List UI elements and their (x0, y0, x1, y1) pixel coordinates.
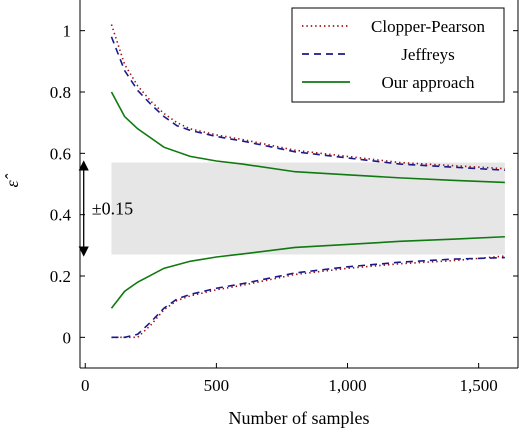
legend-label-0: Clopper-Pearson (371, 17, 485, 36)
axes-layer: 0 500 1,000 1,500 0 0.2 0.4 0.6 0.8 1 (50, 0, 519, 395)
band-layer (111, 162, 505, 255)
series-2-upper-line (110, 91, 505, 184)
series-layer (110, 24, 505, 339)
x-axis-label: Number of samples (229, 408, 370, 428)
y-tick-label: 1 (63, 22, 72, 41)
legend-box (291, 7, 505, 103)
series-2-lower-line (110, 235, 505, 309)
annotation-layer: ±0.15 (78, 160, 133, 257)
y-tick-label: 0.2 (50, 267, 71, 286)
series-1-lower-line (111, 256, 505, 339)
legend-label-2: Our approach (382, 73, 475, 92)
x-tick-label: 1,500 (460, 376, 498, 395)
tolerance-band (111, 162, 505, 255)
series-1-upper-line (110, 36, 505, 171)
y-tick-label: 0.6 (50, 144, 71, 163)
x-tick-label: 1,000 (328, 376, 366, 395)
legend-label-1: Jeffreys (401, 45, 455, 64)
legend: Clopper-Pearson Jeffreys Our approach (291, 7, 505, 103)
x-tick-label: 500 (204, 376, 230, 395)
series-0-upper-line (110, 24, 505, 170)
y-tick-label: 0.8 (50, 83, 71, 102)
y-tick-label: 0.4 (50, 206, 72, 225)
x-tick-label: 0 (81, 376, 90, 395)
y-tick-label: 0 (63, 328, 72, 347)
annotation-label: ±0.15 (92, 199, 133, 219)
